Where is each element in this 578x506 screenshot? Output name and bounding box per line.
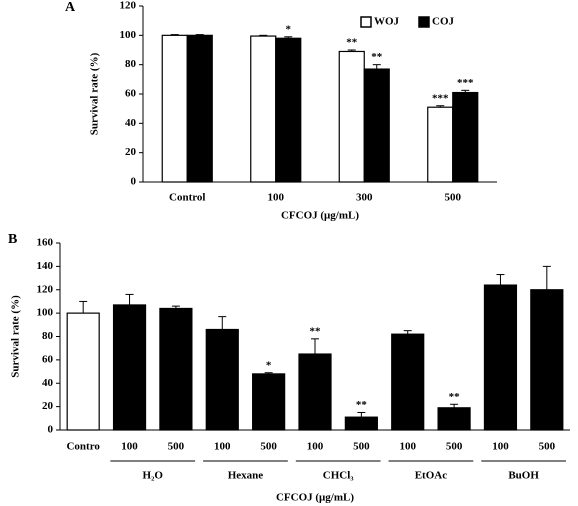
bar <box>391 333 425 431</box>
bar <box>530 289 564 431</box>
bar <box>344 416 378 431</box>
group-label: BuOH <box>508 470 539 482</box>
x-tick-label: 500 <box>539 441 556 453</box>
significance-label: ** <box>371 51 383 63</box>
y-tick-label: 100 <box>120 29 137 41</box>
x-tick-label: 100 <box>399 441 416 453</box>
y-tick-label: 40 <box>42 377 54 389</box>
bar <box>205 328 239 431</box>
bar <box>159 307 193 431</box>
x-tick-label: Control <box>169 192 205 204</box>
y-tick-label: 60 <box>42 353 54 365</box>
x-tick-label: 100 <box>121 441 138 453</box>
bar <box>250 35 277 183</box>
x-tick-label: Contro <box>66 441 100 453</box>
significance-label: *** <box>432 92 449 104</box>
y-tick-label: 80 <box>42 330 54 342</box>
legend-label: COJ <box>432 16 455 28</box>
group-label: Hexane <box>228 470 264 482</box>
y-tick-label: 140 <box>37 260 54 272</box>
y-axis-label: Survival rate (%) <box>89 52 101 135</box>
y-tick-label: 160 <box>37 237 54 249</box>
panel-label: B <box>8 232 17 247</box>
bar <box>186 34 213 183</box>
x-axis-label: CFCOJ (μg/mL) <box>276 492 354 504</box>
x-tick-label: 100 <box>268 192 285 204</box>
bar <box>161 34 188 183</box>
bar <box>437 407 471 431</box>
x-tick-label: 300 <box>356 192 373 204</box>
x-tick-label: 500 <box>446 441 463 453</box>
x-tick-label: 500 <box>445 192 462 204</box>
legend-swatch <box>418 16 430 28</box>
bar <box>66 312 100 431</box>
significance-label: * <box>286 23 292 35</box>
bar <box>298 353 332 431</box>
group-label: H₂O <box>143 470 164 482</box>
y-tick-label: 20 <box>42 400 54 412</box>
y-tick-label: 20 <box>125 146 137 158</box>
legend-label: WOJ <box>374 16 400 28</box>
significance-label: * <box>266 359 272 371</box>
y-tick-label: 120 <box>120 0 137 12</box>
x-tick-label: 100 <box>307 441 324 453</box>
y-tick-label: 60 <box>125 88 137 100</box>
x-tick-label: 100 <box>492 441 509 453</box>
legend-swatch <box>360 16 372 28</box>
significance-label: ** <box>356 399 368 411</box>
y-tick-label: 120 <box>37 283 54 295</box>
group-label: CHCl₃ <box>323 470 355 482</box>
bar <box>427 106 454 183</box>
significance-label: *** <box>457 77 474 89</box>
x-tick-label: 500 <box>168 441 185 453</box>
bar <box>483 284 518 431</box>
bar <box>363 68 390 183</box>
significance-label: ** <box>310 325 322 337</box>
x-tick-label: 500 <box>260 441 277 453</box>
y-tick-label: 40 <box>125 117 137 129</box>
group-label: EtOAc <box>415 470 448 482</box>
x-axis-label: CFCOJ (μg/mL) <box>281 210 359 222</box>
bar <box>112 304 147 431</box>
x-tick-label: 100 <box>214 441 231 453</box>
significance-label: ** <box>449 391 461 403</box>
y-tick-label: 0 <box>131 176 137 188</box>
x-tick-label: 500 <box>353 441 370 453</box>
y-tick-label: 0 <box>48 424 54 436</box>
bar <box>275 37 302 183</box>
y-tick-label: 80 <box>125 58 137 70</box>
panel-label: A <box>65 0 76 15</box>
y-axis-label: Survival rate (%) <box>10 295 22 378</box>
y-tick-label: 100 <box>37 307 54 319</box>
bar <box>338 50 365 183</box>
significance-label: ** <box>346 37 358 49</box>
bar <box>252 373 286 431</box>
bar <box>452 91 479 183</box>
